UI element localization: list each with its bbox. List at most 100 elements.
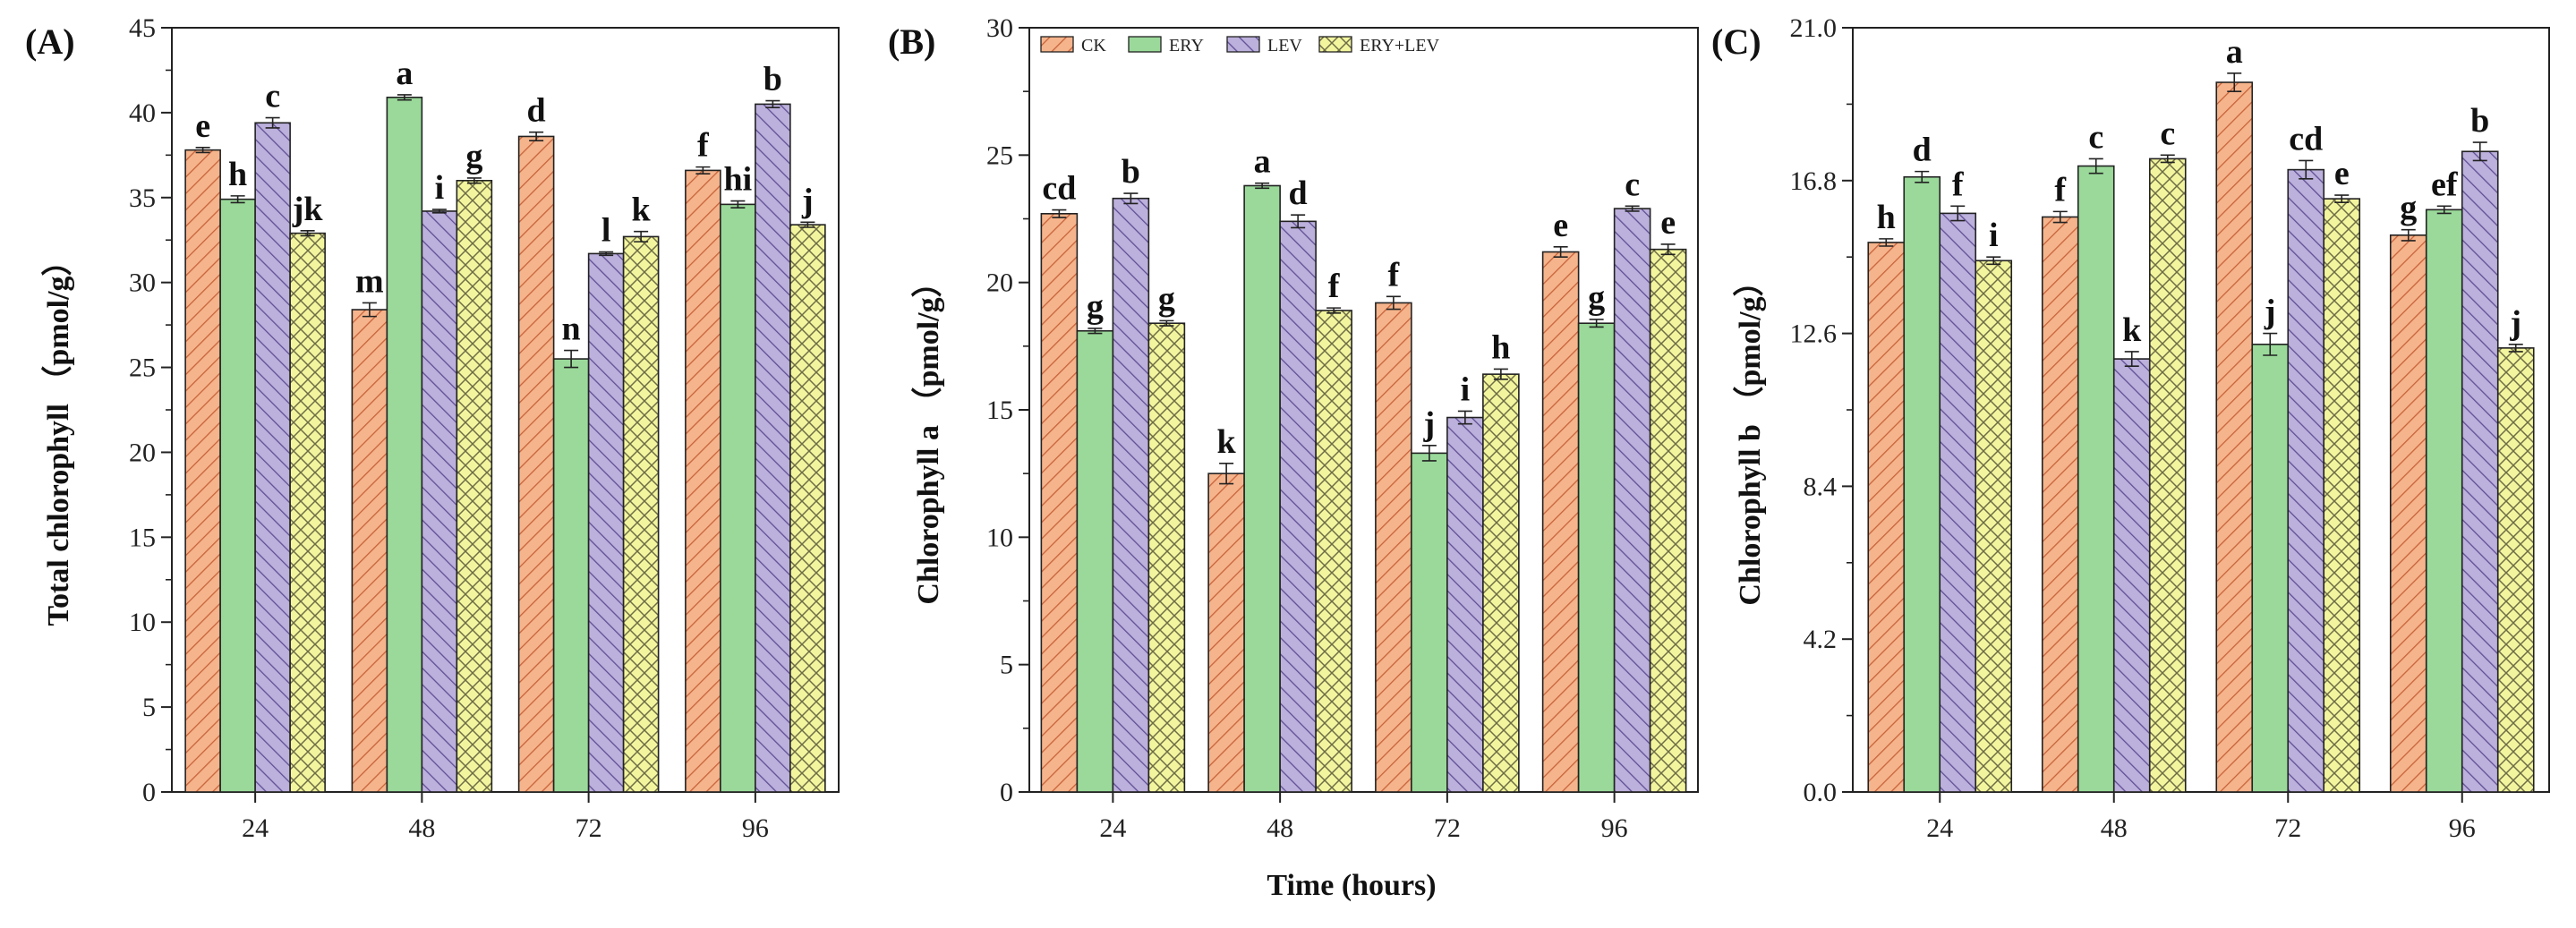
bar-ery-lev-48	[1315, 310, 1352, 793]
bar-ery-lev-24	[1147, 322, 1186, 793]
panel-c-chlorophyll-b: (C) Chlorophyll b （pmol/g） 0.0 4.2 8.4 12.6…	[1711, 13, 2550, 843]
bar-ery-24	[219, 198, 256, 793]
significance-letter: m	[355, 262, 384, 300]
bar-ery-24	[1076, 329, 1114, 793]
significance-letter: hi	[724, 161, 753, 199]
bar-ery-24	[1903, 175, 1941, 793]
bar-ery-72	[1411, 452, 1448, 793]
bar-ery-72	[2251, 343, 2290, 793]
significance-letter: f	[1952, 166, 1965, 203]
x-tick-label: 96	[742, 813, 769, 843]
significance-letter: h	[1877, 199, 1896, 236]
bar-ck-96	[1541, 251, 1580, 793]
bar-ery-lev-24	[1975, 260, 2013, 793]
significance-letter: cd	[1042, 170, 1076, 208]
panel-a-total-chlorophyll: (A) Total chlorophyll （pmol/g） 0 5 10 15 20 2…	[25, 13, 840, 843]
y-tick-label: 25	[986, 140, 1013, 170]
significance-letter: h	[1491, 328, 1510, 366]
legend-swatch-ck	[1040, 36, 1074, 53]
significance-letter: a	[396, 55, 413, 92]
bar-ck-24	[184, 149, 221, 793]
significance-letter: a	[2226, 33, 2243, 71]
significance-letter: f	[1388, 256, 1401, 294]
y-tick-label: 0	[142, 778, 156, 807]
significance-letter: d	[1289, 175, 1308, 212]
y-tick-label: 0	[1000, 778, 1013, 807]
bar-lev-96	[2461, 150, 2499, 793]
bar-ery-lev-48	[2148, 158, 2187, 793]
x-tick-label: 96	[1601, 813, 1628, 843]
y-tick-label: 35	[129, 183, 156, 213]
significance-letter: g	[465, 138, 482, 175]
bar-lev-72	[2287, 168, 2325, 793]
legend-swatch-ery-lev	[1318, 36, 1352, 53]
legend-label: ERY+LEV	[1360, 36, 1440, 55]
legend-label: CK	[1081, 36, 1106, 55]
bar-lev-24	[1112, 197, 1150, 793]
y-axis-title: Chlorophyll b （pmol/g）	[1732, 266, 1767, 605]
y-tick-label: 30	[986, 13, 1013, 43]
y-tick-label: 15	[986, 396, 1013, 425]
bar-ery-lev-96	[789, 224, 826, 793]
significance-letter: g	[2400, 190, 2417, 227]
panel-label: (A)	[25, 21, 75, 62]
bar-ck-48	[2041, 216, 2079, 793]
significance-letter: g	[1588, 279, 1605, 317]
y-tick-label: 12.6	[1790, 319, 1838, 349]
y-tick-label: 25	[129, 353, 156, 383]
significance-letter: j	[2509, 304, 2521, 342]
significance-letter: e	[1660, 204, 1676, 242]
bar-lev-96	[1613, 208, 1651, 793]
panel-b-chlorophyll-a: (B) Chlorophyll a （pmol/g） Time (hours) …	[888, 13, 1699, 902]
bar-lev-48	[1279, 220, 1317, 793]
significance-letter: c	[1625, 166, 1640, 203]
bar-ck-96	[2389, 234, 2427, 793]
significance-letter: ef	[2431, 166, 2459, 203]
bar-ery-lev-96	[1649, 248, 1687, 793]
y-tick-label: 20	[986, 268, 1013, 298]
legend: CK ERY LEV ERY+LEV	[1040, 36, 1440, 55]
x-tick-label: 48	[2101, 813, 2128, 843]
significance-letter: e	[1553, 207, 1568, 244]
significance-letter: b	[763, 61, 782, 98]
significance-letter: c	[2160, 115, 2175, 152]
legend-item-ck: CK	[1040, 36, 1106, 55]
significance-letter: i	[1989, 217, 1999, 254]
significance-letter: e	[195, 107, 210, 145]
significance-letter: cd	[2289, 120, 2323, 158]
bar-ery-48	[2077, 165, 2115, 793]
x-tick-label: 48	[1267, 813, 1293, 843]
legend-label: ERY	[1169, 36, 1204, 55]
legend-swatch-ery	[1128, 36, 1162, 53]
y-tick-label: 4.2	[1804, 625, 1838, 654]
bar-ery-72	[552, 358, 590, 793]
legend-item-ery-lev: ERY+LEV	[1318, 36, 1440, 55]
panel-label: (B)	[888, 21, 935, 62]
y-axis-title: Chlorophyll a （pmol/g）	[910, 267, 945, 604]
bar-ery-lev-72	[2323, 198, 2361, 793]
significance-letter: l	[601, 212, 611, 250]
significance-letter: b	[1122, 153, 1140, 191]
significance-letter: c	[2088, 118, 2103, 156]
x-tick-label: 72	[1434, 813, 1461, 843]
y-tick-label: 20	[129, 438, 156, 467]
bar-lev-96	[755, 103, 791, 793]
significance-letter: f	[697, 127, 710, 165]
bar-ck-24	[1040, 213, 1079, 793]
significance-letter: d	[1913, 132, 1932, 169]
bar-ck-48	[351, 309, 388, 793]
y-tick-label: 0.0	[1804, 778, 1838, 807]
bar-ery-96	[720, 203, 756, 793]
y-tick-label: 16.8	[1790, 166, 1838, 196]
x-tick-label: 72	[576, 813, 602, 843]
bar-ck-96	[685, 169, 721, 793]
y-tick-label: 30	[129, 268, 156, 298]
significance-letter: n	[562, 311, 581, 348]
significance-letter: j	[1423, 405, 1436, 443]
bar-lev-24	[1939, 212, 1977, 793]
bar-ck-72	[1375, 302, 1412, 793]
x-tick-label: 24	[1926, 813, 1953, 843]
bar-ery-lev-96	[2496, 347, 2535, 793]
significance-letter: k	[1217, 423, 1237, 461]
